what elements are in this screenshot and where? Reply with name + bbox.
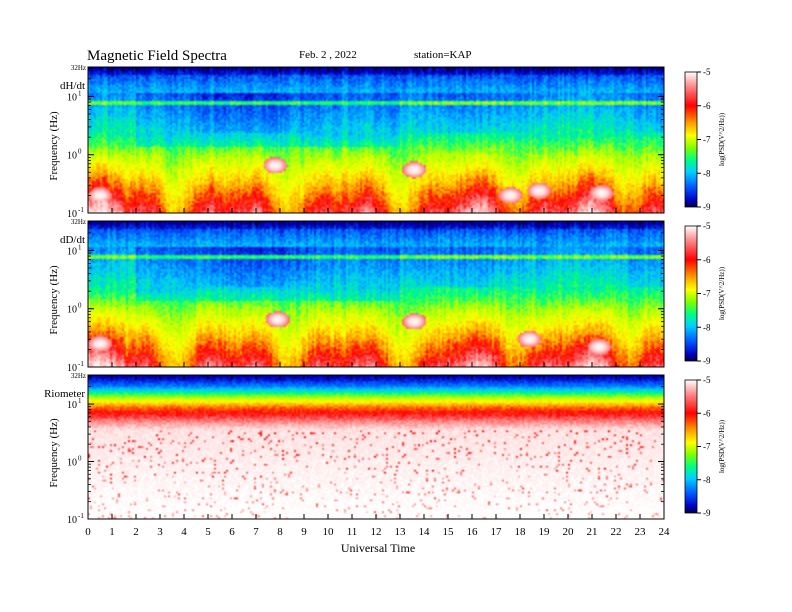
date-label: Feb. 2 , 2022 bbox=[299, 49, 357, 61]
x-tick-label: 21 bbox=[587, 526, 598, 538]
y-tick-label: 10 bbox=[67, 305, 77, 316]
y-tick-label: 10 bbox=[67, 363, 77, 374]
colorbar-label: log(PSD(V^2/Hz)) bbox=[718, 419, 726, 473]
time-axis: 0 1 2 3 4 5 6 7 8 9 10 11 12 13 14 15 16 17 18 19 20 21 22 23 24 bbox=[85, 526, 670, 538]
x-tick-label: 0 bbox=[85, 526, 91, 538]
panel-top-label: 32Hz bbox=[71, 218, 86, 226]
y-tick-exponent: 0 bbox=[78, 148, 82, 156]
colorbar-tick-label: -5 bbox=[703, 67, 711, 77]
y-tick-label: 10 bbox=[67, 400, 77, 411]
x-tick-label: 8 bbox=[277, 526, 283, 538]
x-tick-label: 19 bbox=[539, 526, 551, 538]
colorbar-tick-label: -7 bbox=[703, 289, 711, 299]
x-tick-label: 3 bbox=[157, 526, 163, 538]
station-label: station=KAP bbox=[414, 49, 472, 61]
spectrogram-image bbox=[88, 375, 664, 519]
colorbar bbox=[684, 225, 698, 362]
spectrogram-image bbox=[88, 221, 664, 367]
x-tick-label: 18 bbox=[515, 526, 527, 538]
x-tick-label: 2 bbox=[133, 526, 139, 538]
figure-title: Magnetic Field Spectra bbox=[87, 48, 227, 64]
y-tick-exponent: -1 bbox=[78, 360, 84, 368]
x-tick-label: 23 bbox=[635, 526, 647, 538]
x-tick-label: 20 bbox=[563, 526, 575, 538]
y-tick-exponent: -1 bbox=[78, 512, 84, 520]
x-tick-label: 1 bbox=[109, 526, 115, 538]
panel-top-label: 32Hz bbox=[71, 372, 86, 380]
x-tick-label: 16 bbox=[467, 526, 479, 538]
x-tick-label: 11 bbox=[347, 526, 358, 538]
colorbar-tick-label: -5 bbox=[703, 375, 711, 385]
x-tick-label: 10 bbox=[323, 526, 335, 538]
colorbar-tick-label: -6 bbox=[703, 408, 711, 418]
x-tick-label: 7 bbox=[253, 526, 259, 538]
y-tick-exponent: 0 bbox=[78, 455, 82, 463]
x-tick-label: 13 bbox=[395, 526, 407, 538]
x-tick-label: 9 bbox=[301, 526, 307, 538]
y-tick-label: 10 bbox=[67, 92, 77, 103]
colorbar-tick-label: -8 bbox=[703, 168, 711, 178]
x-tick-label: 14 bbox=[419, 526, 431, 538]
colorbar-tick-label: -6 bbox=[703, 101, 711, 111]
y-tick-exponent: 1 bbox=[78, 89, 82, 97]
y-axis-label: Frequency (Hz) bbox=[48, 418, 60, 488]
panel-name: Riometer bbox=[44, 388, 85, 400]
panel-name: dD/dt bbox=[60, 234, 85, 246]
x-axis-label: Universal Time bbox=[341, 541, 415, 555]
y-tick-label: 10 bbox=[67, 515, 77, 526]
y-tick-exponent: -1 bbox=[78, 206, 84, 214]
spectrogram-image bbox=[88, 67, 664, 213]
colorbar bbox=[684, 379, 698, 514]
y-tick-label: 10 bbox=[67, 458, 77, 469]
colorbar-tick-label: -5 bbox=[703, 221, 711, 231]
y-tick-label: 10 bbox=[67, 246, 77, 257]
x-tick-label: 22 bbox=[611, 526, 622, 538]
x-tick-label: 17 bbox=[491, 526, 503, 538]
y-tick-exponent: 1 bbox=[78, 243, 82, 251]
colorbar-label: log(PSD(V^2/Hz)) bbox=[718, 112, 726, 166]
colorbar-tick-label: -7 bbox=[703, 135, 711, 145]
colorbar-tick-label: -9 bbox=[703, 508, 711, 518]
x-tick-label: 12 bbox=[371, 526, 382, 538]
x-tick-label: 15 bbox=[443, 526, 455, 538]
y-tick-label: 10 bbox=[67, 209, 77, 220]
colorbar-tick-label: -7 bbox=[703, 442, 711, 452]
x-tick-label: 4 bbox=[181, 526, 187, 538]
x-tick-label: 24 bbox=[659, 526, 671, 538]
colorbar-tick-label: -6 bbox=[703, 255, 711, 265]
colorbar bbox=[684, 71, 698, 208]
colorbar-tick-label: -9 bbox=[703, 356, 711, 366]
y-tick-exponent: 1 bbox=[78, 397, 82, 405]
panel-top-label: 32Hz bbox=[71, 64, 86, 72]
panel-name: dH/dt bbox=[60, 80, 85, 92]
colorbar-tick-label: -9 bbox=[703, 202, 711, 212]
colorbar-label: log(PSD(V^2/Hz)) bbox=[718, 266, 726, 320]
x-tick-label: 6 bbox=[229, 526, 235, 538]
colorbar-tick-label: -8 bbox=[703, 322, 711, 332]
x-tick-label: 5 bbox=[205, 526, 211, 538]
y-axis-label: Frequency (Hz) bbox=[48, 111, 60, 181]
y-tick-label: 10 bbox=[67, 151, 77, 162]
y-tick-exponent: 0 bbox=[78, 302, 82, 310]
colorbar-tick-label: -8 bbox=[703, 475, 711, 485]
y-axis-label: Frequency (Hz) bbox=[48, 265, 60, 335]
